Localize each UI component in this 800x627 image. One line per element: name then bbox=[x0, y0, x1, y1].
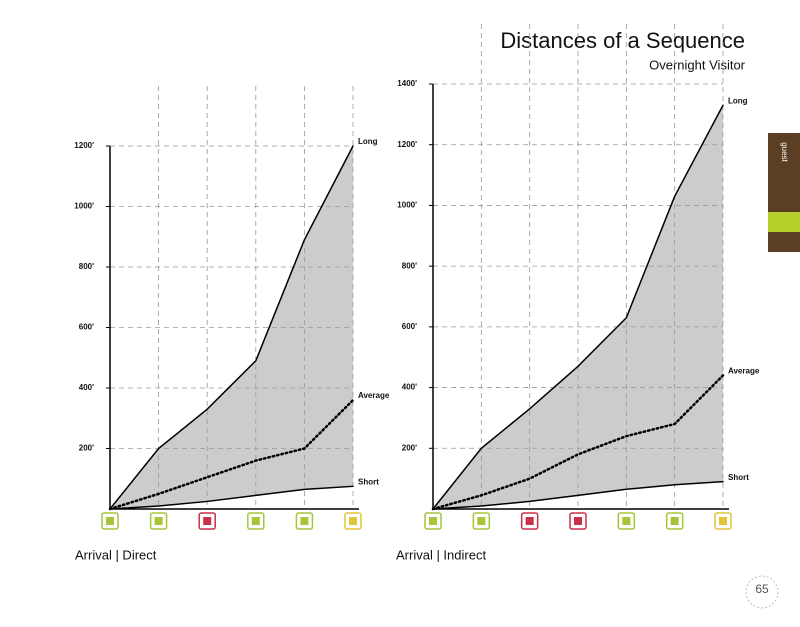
category-icon-glyph bbox=[525, 517, 534, 525]
series-label: Short bbox=[358, 477, 379, 486]
range-area bbox=[433, 105, 723, 509]
series-line bbox=[108, 398, 355, 511]
y-tick-label: 800' bbox=[402, 261, 417, 270]
category-icon-glyph bbox=[719, 517, 727, 525]
y-tick-label: 1200' bbox=[74, 141, 94, 150]
y-tick-label: 600' bbox=[402, 322, 417, 331]
category-icon-glyph bbox=[429, 517, 437, 525]
sidebar-label: guest bbox=[780, 142, 789, 162]
series-line bbox=[432, 104, 724, 510]
y-tick-label: 400' bbox=[79, 383, 94, 392]
y-tick-label: 1200' bbox=[397, 140, 417, 149]
page-title: Distances of a Sequence bbox=[500, 28, 745, 53]
category-icon-glyph bbox=[203, 517, 212, 525]
y-tick-label: 200' bbox=[79, 444, 94, 453]
series-line bbox=[431, 374, 725, 511]
category-icon-glyph bbox=[622, 517, 631, 525]
category-icon-glyph bbox=[154, 517, 163, 525]
y-tick-label: 1400' bbox=[397, 79, 417, 88]
range-area bbox=[110, 146, 353, 509]
y-tick-label: 1000' bbox=[74, 202, 94, 211]
series-line bbox=[109, 145, 354, 510]
series-line bbox=[109, 485, 354, 510]
series-label: Short bbox=[728, 473, 749, 482]
category-icon-glyph bbox=[670, 517, 679, 525]
category-icon-glyph bbox=[251, 517, 260, 525]
sidebar-tab bbox=[768, 133, 800, 252]
y-tick-label: 1000' bbox=[397, 201, 417, 210]
stamp bbox=[745, 575, 779, 609]
y-tick-label: 400' bbox=[402, 383, 417, 392]
series-label: Long bbox=[358, 137, 378, 146]
category-icon-glyph bbox=[106, 517, 114, 525]
category-icon-glyph bbox=[349, 517, 357, 525]
series-label: Average bbox=[728, 367, 760, 376]
sidebar-accent bbox=[768, 212, 800, 232]
category-icon-glyph bbox=[300, 517, 309, 525]
x-axis-label: Arrival | Indirect bbox=[396, 547, 486, 562]
y-tick-label: 200' bbox=[402, 443, 417, 452]
series-line bbox=[432, 480, 724, 510]
x-axis-label: Arrival | Direct bbox=[75, 547, 157, 562]
y-tick-label: 600' bbox=[79, 323, 94, 332]
y-tick-label: 800' bbox=[79, 262, 94, 271]
category-icon-glyph bbox=[574, 517, 582, 525]
page-subtitle: Overnight Visitor bbox=[649, 57, 746, 72]
series-label: Average bbox=[358, 391, 390, 400]
category-icon-glyph bbox=[477, 517, 486, 525]
series-label: Long bbox=[728, 96, 748, 105]
page-number: 65 bbox=[755, 582, 769, 596]
